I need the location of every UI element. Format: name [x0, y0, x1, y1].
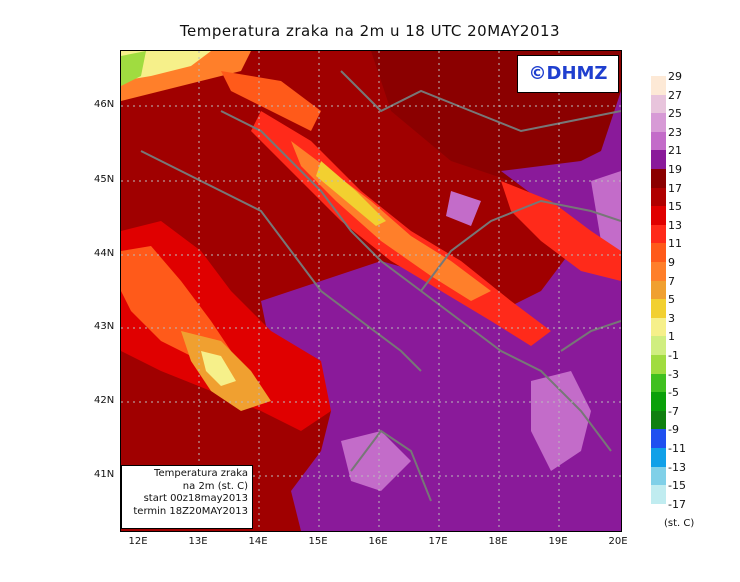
legend-swatch: [651, 150, 666, 169]
legend-label: -9: [668, 423, 679, 437]
lon-label-18e: 18E: [488, 536, 508, 547]
map-title: Temperatura zraka na 2m u 18 UTC 20MAY20…: [179, 22, 561, 40]
dhmz-logo: ©DHMZ: [517, 55, 619, 93]
legend-swatch: [651, 76, 666, 95]
legend-label: -1: [668, 349, 679, 362]
legend-label: -15: [668, 479, 686, 493]
legend-swatch: [651, 262, 666, 281]
legend-label: -13: [668, 460, 686, 474]
legend-swatch: [651, 392, 666, 411]
legend-swatch: [651, 280, 666, 300]
legend-label: -7: [668, 404, 679, 418]
legend-swatch: [651, 113, 666, 132]
legend-swatch: [651, 169, 666, 188]
info-box: Temperatura zraka na 2m (st. C) start 00…: [121, 465, 253, 529]
legend-label: -5: [668, 386, 679, 400]
legend-swatch: [651, 243, 666, 262]
graticule: [121, 51, 621, 531]
legend-swatch: [651, 466, 666, 486]
legend-label: 21: [668, 144, 682, 158]
legend-swatch: [651, 373, 666, 393]
lon-label-19e: 19E: [548, 536, 568, 547]
legend-label: 3: [668, 311, 675, 325]
legend-swatch: [651, 224, 666, 244]
lon-label-17e: 17E: [428, 536, 448, 547]
legend-label: -11: [668, 442, 686, 455]
legend-label: -3: [668, 367, 679, 381]
lon-label-15e: 15E: [308, 536, 328, 547]
legend-label: 1: [668, 330, 675, 344]
info-line-4: termin 18Z20MAY2013: [133, 505, 248, 517]
legend-label: 11: [668, 237, 682, 251]
legend-swatch: [651, 336, 666, 355]
legend-label: 13: [668, 218, 682, 232]
lon-label-12e: 12E: [128, 536, 148, 547]
lat-label-46n: 46N: [94, 99, 115, 110]
temperature-map: [120, 50, 622, 532]
legend-swatch: [651, 429, 666, 448]
legend-swatch: [651, 187, 666, 207]
lon-label-13e: 13E: [188, 536, 208, 547]
legend-swatch: [651, 131, 666, 151]
legend-label: 9: [668, 256, 675, 269]
info-line-2: na 2m (st. C): [182, 480, 248, 492]
legend-label: 27: [668, 88, 682, 102]
legend-unit: (st. C): [664, 518, 695, 529]
legend-label: 5: [668, 293, 675, 307]
info-line-1: Temperatura zraka: [154, 468, 248, 479]
legend-swatch: [651, 485, 666, 504]
legend-label: 23: [668, 125, 682, 139]
legend-label: 7: [668, 274, 675, 288]
legend-label: 17: [668, 181, 682, 195]
legend-swatch: [651, 448, 666, 467]
legend-label: 29: [668, 70, 682, 83]
lon-label-16e: 16E: [368, 536, 388, 547]
temperature-field: [121, 51, 621, 531]
legend-swatch: [651, 94, 666, 114]
lat-label-44n: 44N: [94, 248, 115, 259]
legend-label: -17: [668, 497, 686, 511]
legend-label: 19: [668, 163, 682, 176]
legend-swatch: [651, 355, 666, 374]
legend-label: 15: [668, 200, 682, 214]
lon-label-20e: 20E: [608, 536, 628, 547]
info-line-3: start 00z18may2013: [143, 493, 248, 504]
legend-label: 25: [668, 107, 682, 121]
lat-label-41n: 41N: [94, 469, 115, 480]
legend-swatch: [651, 299, 666, 318]
lon-label-14e: 14E: [248, 536, 268, 547]
lat-label-45n: 45N: [94, 174, 115, 185]
legend-swatch: [651, 206, 666, 225]
lat-label-42n: 42N: [94, 395, 115, 406]
lat-label-43n: 43N: [94, 321, 115, 332]
legend-swatch: [651, 410, 666, 430]
legend-swatch: [651, 317, 666, 337]
